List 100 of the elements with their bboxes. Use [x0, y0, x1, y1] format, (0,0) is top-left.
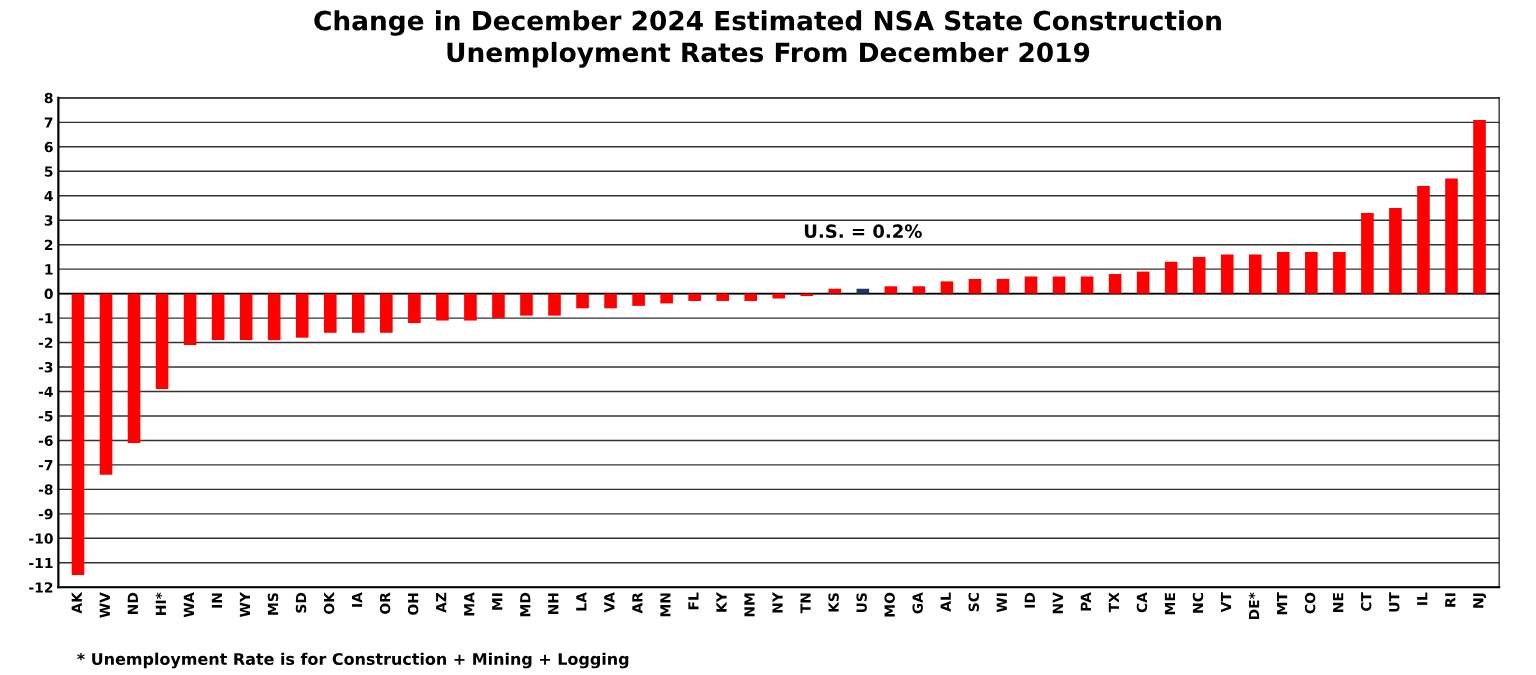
- x-tick-label: OK: [323, 591, 335, 614]
- bar: [604, 293, 617, 309]
- x-tick-label: NJ: [1473, 593, 1487, 608]
- bar: [1136, 271, 1150, 294]
- x-tick-label: CT: [1360, 592, 1372, 612]
- y-tick-label: -11: [29, 557, 53, 569]
- y-tick-label: -6: [38, 435, 53, 446]
- y-tick-label: -5: [38, 411, 53, 422]
- x-tick-label: SD: [295, 592, 307, 613]
- y-tick-label: -2: [38, 337, 53, 348]
- bar: [267, 293, 281, 341]
- bar: [464, 293, 477, 321]
- bar: [1333, 252, 1346, 294]
- bar: [1192, 256, 1206, 294]
- bar: [576, 293, 589, 309]
- bar: [380, 293, 393, 333]
- bar: [408, 293, 421, 323]
- x-tick-label: PA: [1080, 592, 1091, 611]
- bar: [1024, 276, 1038, 294]
- bar: [1052, 276, 1066, 294]
- bar: [183, 293, 197, 346]
- x-tick-label: CA: [1136, 592, 1148, 613]
- x-tick-label: CO: [1304, 592, 1316, 614]
- bar: [1080, 276, 1094, 294]
- x-tick-label: DE*: [1248, 592, 1260, 620]
- bar: [492, 293, 505, 319]
- x-tick-label: OR: [379, 592, 391, 614]
- bar: [1445, 178, 1458, 294]
- x-tick-label: RI: [1445, 593, 1456, 607]
- y-tick-label: -1: [38, 313, 53, 324]
- x-tick-label: HI*: [155, 592, 166, 615]
- x-tick-label: TX: [1108, 592, 1119, 613]
- bar: [912, 286, 926, 294]
- y-tick-label: -10: [29, 533, 53, 544]
- bar: [155, 293, 169, 390]
- y-tick-label: -9: [38, 508, 53, 520]
- bar: [520, 293, 533, 316]
- bar: [1473, 119, 1486, 294]
- bar: [351, 293, 365, 333]
- x-tick-label: LA: [576, 592, 587, 611]
- y-tick-label: 3: [44, 215, 53, 226]
- x-tick-label: MO: [884, 592, 895, 617]
- bar: [856, 288, 870, 294]
- bar: [1389, 207, 1402, 294]
- x-tick-label: WY: [239, 591, 250, 618]
- x-tick-label: NY: [772, 591, 783, 613]
- y-tick-label: 0: [44, 288, 53, 300]
- x-tick-label: US: [856, 593, 867, 613]
- x-tick-label: WI: [996, 593, 1007, 613]
- x-tick-label: WV: [99, 592, 110, 618]
- bar: [1417, 185, 1430, 294]
- annotation: U.S. = 0.2%: [804, 224, 922, 239]
- y-tick-label: 4: [44, 190, 53, 202]
- x-tick-label: MN: [660, 593, 671, 617]
- x-tick-label: AL: [940, 592, 951, 612]
- x-tick-label: IA: [352, 592, 363, 607]
- bar: [1361, 212, 1374, 294]
- bar: [968, 278, 982, 294]
- x-tick-label: NC: [1192, 593, 1204, 613]
- bar: [1248, 254, 1262, 294]
- x-tick-label: NH: [548, 593, 559, 615]
- y-tick-label: -3: [38, 362, 53, 373]
- x-tick-label: VA: [604, 592, 615, 613]
- bar: [996, 278, 1010, 294]
- text: * Unemployment Rate is for Construction + Mining + Logging: [77, 652, 629, 669]
- bar: [211, 293, 225, 341]
- x-tick-label: NM: [744, 593, 755, 617]
- x-tick-label: MA: [464, 592, 475, 616]
- y-tick-label: 2: [44, 239, 53, 250]
- bar: [744, 293, 758, 301]
- y-tick-label: 7: [44, 117, 53, 128]
- bar: [548, 293, 561, 316]
- bar: [1305, 252, 1318, 294]
- x-tick-label: TN: [800, 593, 811, 614]
- x-tick-label: NE: [1333, 593, 1344, 612]
- x-tick-label: MT: [1277, 592, 1288, 615]
- bar: [828, 288, 842, 294]
- bar: [323, 293, 337, 333]
- bar: [632, 293, 645, 306]
- x-tick-label: MI: [492, 593, 503, 610]
- y-tick-label: 1: [45, 264, 53, 275]
- bar: [295, 293, 309, 338]
- x-tick-label: SC: [968, 593, 979, 612]
- y-tick-label: -12: [29, 582, 53, 593]
- x-tick-label: NV: [1052, 592, 1063, 614]
- bar: [660, 293, 673, 304]
- bar: [772, 293, 786, 299]
- bar: [436, 293, 449, 321]
- bar: [1108, 274, 1122, 294]
- y-tick-label: 8: [44, 92, 53, 104]
- y-tick-label: -4: [38, 386, 53, 397]
- x-tick-label: AZ: [436, 592, 447, 613]
- bar: [716, 293, 729, 301]
- x-tick-label: AR: [632, 592, 643, 614]
- bar: [127, 293, 141, 443]
- bar: [940, 281, 954, 294]
- x-tick-label: IL: [1417, 592, 1428, 605]
- bar: [71, 293, 85, 576]
- x-tick-label: WA: [183, 592, 194, 618]
- x-tick-label: GA: [912, 592, 923, 614]
